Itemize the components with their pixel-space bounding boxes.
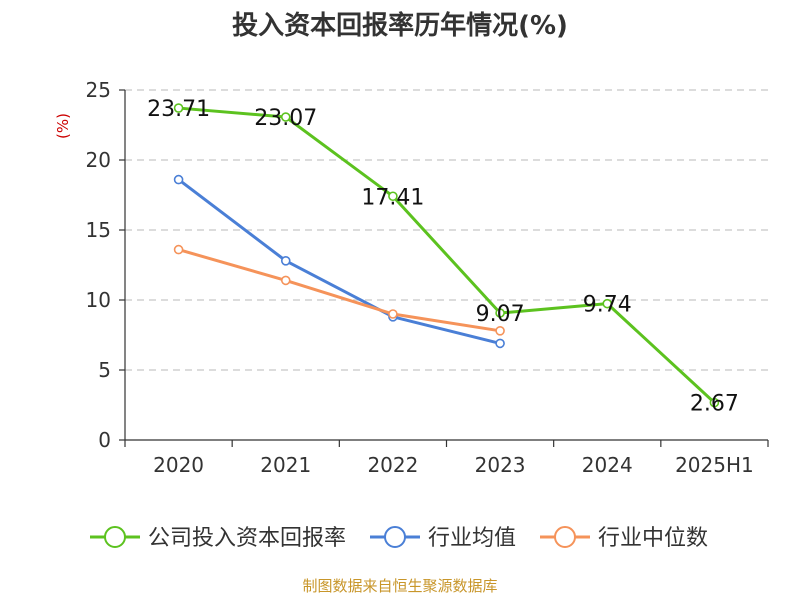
x-tick-label: 2021 — [260, 453, 311, 477]
data-point — [173, 103, 184, 113]
data-point — [388, 191, 398, 202]
legend: 公司投入资本回报率 行业均值 行业中位数 — [90, 526, 708, 551]
axes: 0 5 10 15 20 25 2020 2021 2022 2023 2024 2025H1 — [86, 78, 769, 477]
y-tick-label: 25 — [86, 78, 111, 102]
data-label: 23.71 — [147, 97, 210, 122]
grid-lines — [125, 89, 768, 371]
legend-item-1: 行业均值 — [370, 526, 516, 551]
data-point — [173, 174, 184, 185]
data-point — [280, 112, 291, 122]
y-tick-label: 15 — [86, 218, 111, 242]
data-point — [495, 338, 505, 349]
legend-label: 公司投入资本回报率 — [148, 526, 346, 551]
source-note: 制图数据来自恒生聚源数据库 — [302, 577, 497, 595]
data-point — [280, 275, 291, 286]
data-point — [495, 325, 505, 336]
y-tick-label: 5 — [98, 358, 111, 382]
data-point — [388, 309, 398, 319]
legend-item-0: 公司投入资本回报率 — [90, 526, 346, 551]
legend-marker — [384, 526, 406, 548]
data-labels: 23.71 23.07 17.41 9.07 9.74 2.67 — [147, 97, 739, 417]
series-line-0 — [178, 106, 716, 404]
chart-title: 投入资本回报率历年情况(%) — [232, 10, 568, 41]
data-label: 17.41 — [361, 185, 424, 210]
data-label: 2.67 — [690, 392, 739, 417]
x-tick-label: 2024 — [582, 453, 633, 477]
data-label: 23.07 — [254, 106, 317, 131]
data-label: 9.74 — [583, 293, 632, 318]
legend-label: 行业中位数 — [598, 526, 708, 551]
data-label: 9.07 — [476, 302, 525, 327]
x-tick-label: 2025H1 — [675, 453, 754, 477]
series-line-1 — [177, 178, 501, 345]
data-point — [709, 397, 720, 408]
y-tick-label: 0 — [98, 428, 111, 452]
data-point — [280, 255, 291, 266]
legend-item-2: 行业中位数 — [540, 526, 708, 551]
legend-marker — [104, 526, 126, 548]
x-tick-label: 2023 — [475, 453, 526, 477]
data-point — [495, 308, 505, 318]
legend-marker — [554, 526, 576, 548]
y-tick-label: 20 — [86, 148, 111, 172]
series-line-2 — [178, 248, 501, 333]
y-axis-unit: (%) — [54, 113, 72, 139]
x-tick-label: 2022 — [367, 453, 418, 477]
data-point — [602, 298, 613, 309]
series-lines — [173, 103, 720, 408]
legend-label: 行业均值 — [428, 526, 516, 551]
y-tick-label: 10 — [86, 288, 111, 312]
data-point — [173, 244, 184, 255]
x-tick-label: 2020 — [153, 453, 204, 477]
